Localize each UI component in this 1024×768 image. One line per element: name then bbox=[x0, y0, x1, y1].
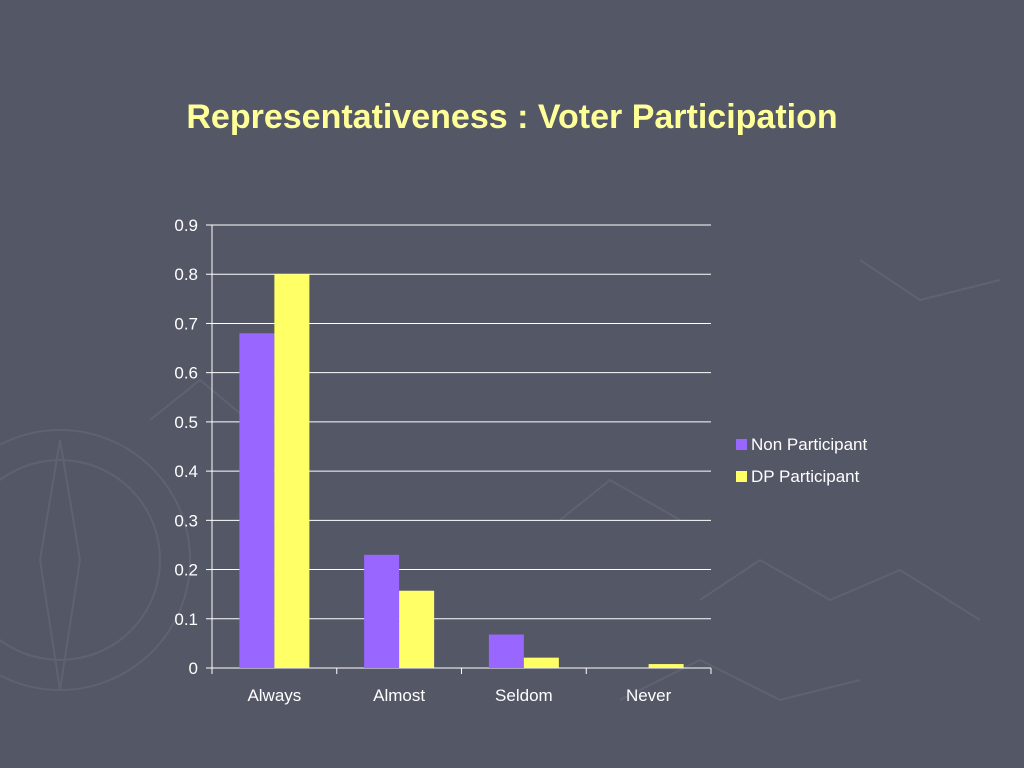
x-tick-label: Seldom bbox=[495, 686, 553, 705]
bar bbox=[488, 634, 524, 668]
y-tick-label: 0.9 bbox=[174, 216, 198, 235]
x-tick-label: Almost bbox=[373, 686, 425, 705]
bar bbox=[274, 274, 310, 668]
y-tick-label: 0.7 bbox=[174, 314, 198, 333]
x-tick-label: Never bbox=[626, 686, 672, 705]
y-tick-label: 0.3 bbox=[174, 511, 198, 530]
y-tick-label: 0 bbox=[189, 659, 198, 678]
legend-swatch bbox=[736, 439, 747, 450]
bar bbox=[523, 657, 559, 668]
legend-label: DP Participant bbox=[751, 467, 860, 486]
bar bbox=[364, 554, 400, 668]
y-tick-label: 0.4 bbox=[174, 462, 198, 481]
y-tick-label: 0.6 bbox=[174, 364, 198, 383]
y-tick-label: 0.5 bbox=[174, 413, 198, 432]
y-tick-label: 0.2 bbox=[174, 561, 198, 580]
bar bbox=[648, 664, 684, 668]
legend-swatch bbox=[736, 471, 747, 482]
legend-label: Non Participant bbox=[751, 435, 868, 454]
y-tick-label: 0.8 bbox=[174, 265, 198, 284]
x-tick-label: Always bbox=[247, 686, 301, 705]
slide-title: Representativeness : Voter Participation bbox=[186, 98, 838, 136]
bar bbox=[239, 333, 275, 668]
bar bbox=[399, 590, 435, 668]
y-tick-label: 0.1 bbox=[174, 610, 198, 629]
